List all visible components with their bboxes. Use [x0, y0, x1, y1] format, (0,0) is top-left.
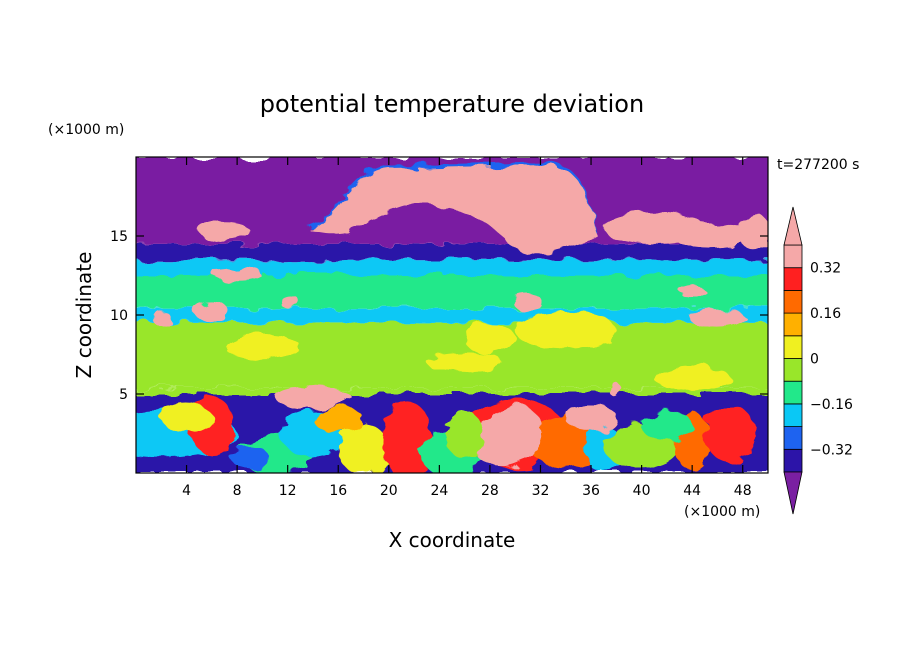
field-blob	[486, 405, 544, 462]
field-body	[136, 157, 768, 473]
y-unit-label: (×1000 m)	[48, 122, 124, 138]
x-tick-label: 4	[182, 483, 191, 499]
field-blob	[199, 221, 250, 241]
field-blob	[565, 403, 617, 432]
colorbar: 0.32 0.16 0 −0.16 −0.32	[783, 206, 853, 515]
colorbar-segment	[783, 448, 803, 473]
field-blob	[689, 308, 746, 328]
colorbar-segment	[783, 244, 803, 269]
x-axis: 4 8 12 16 20 24 28 32 36 40 44 48	[182, 157, 752, 499]
field-blob	[740, 213, 768, 252]
y-tick-label: 5	[119, 387, 128, 403]
field-plume-core	[306, 164, 598, 254]
field-band	[136, 259, 768, 276]
field-blob	[673, 223, 750, 249]
field-blob	[230, 446, 269, 469]
field-band	[136, 387, 768, 394]
colorbar-tick-label: 0	[810, 352, 819, 368]
x-tick-label: 16	[329, 483, 347, 499]
x-tick-label: 24	[430, 483, 448, 499]
field-blob	[426, 352, 503, 372]
field-upper-plume	[199, 161, 768, 254]
y-axis-title: Z coordinate	[72, 252, 96, 379]
x-tick-label: 28	[481, 483, 499, 499]
field-blob	[641, 409, 693, 442]
field-blob	[679, 284, 705, 298]
colorbar-segment	[783, 403, 803, 427]
field-blob	[280, 296, 301, 309]
colorbar-tick-label: 0.32	[810, 261, 841, 277]
contour-field	[136, 157, 768, 473]
x-tick-label: 44	[683, 483, 701, 499]
x-unit-label: (×1000 m)	[684, 504, 760, 520]
x-tick-label: 8	[233, 483, 242, 499]
colorbar-tick-label: −0.32	[810, 442, 853, 458]
y-tick-label: 15	[110, 229, 128, 245]
colorbar-segment	[783, 380, 803, 405]
y-axis: 5 10 15	[110, 229, 768, 403]
field-band	[136, 275, 768, 309]
colorbar-extend-min	[783, 471, 803, 515]
colorbar-extend-max	[783, 206, 803, 246]
field-blob	[152, 310, 171, 327]
colorbar-segment	[783, 358, 803, 382]
field-band	[136, 243, 768, 260]
time-label: t=277200 s	[777, 157, 859, 173]
x-axis-title: X coordinate	[389, 528, 516, 552]
x-tick-label: 36	[582, 483, 600, 499]
x-tick-label: 48	[734, 483, 752, 499]
field-blob	[382, 401, 434, 473]
colorbar-segment	[783, 426, 803, 450]
colorbar-segment	[783, 289, 803, 314]
x-tick-label: 40	[633, 483, 651, 499]
field-blob	[211, 267, 263, 281]
colorbar-tick-label: 0.16	[810, 306, 841, 322]
field-blob	[194, 302, 230, 322]
field-blob	[338, 424, 389, 473]
x-tick-label: 12	[279, 483, 297, 499]
field-blob	[654, 365, 731, 391]
colorbar-segment	[783, 267, 803, 291]
field-blob	[611, 382, 622, 399]
field-blob	[445, 411, 484, 459]
field-blob	[464, 322, 516, 355]
colorbar-segment	[783, 312, 803, 337]
colorbar-tick-label: −0.16	[810, 397, 853, 413]
field-blob	[515, 311, 617, 350]
chart-title: potential temperature deviation	[260, 90, 644, 118]
field-blob	[704, 405, 756, 462]
field-blob	[161, 403, 212, 432]
field-blob	[224, 333, 301, 360]
field-band	[136, 308, 768, 323]
field-blob	[512, 294, 544, 311]
field-blob	[312, 406, 364, 432]
colorbar-segment	[783, 335, 803, 359]
x-tick-label: 20	[380, 483, 398, 499]
field-blob	[275, 386, 351, 409]
y-tick-label: 10	[110, 308, 128, 324]
field-blob	[136, 262, 238, 273]
x-tick-label: 32	[532, 483, 550, 499]
